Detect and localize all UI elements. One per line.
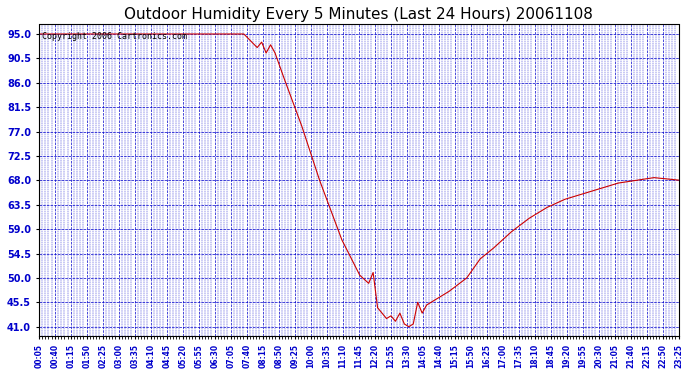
Title: Outdoor Humidity Every 5 Minutes (Last 24 Hours) 20061108: Outdoor Humidity Every 5 Minutes (Last 2…: [124, 7, 593, 22]
Text: Copyright 2006 Cartronics.com: Copyright 2006 Cartronics.com: [42, 32, 187, 41]
